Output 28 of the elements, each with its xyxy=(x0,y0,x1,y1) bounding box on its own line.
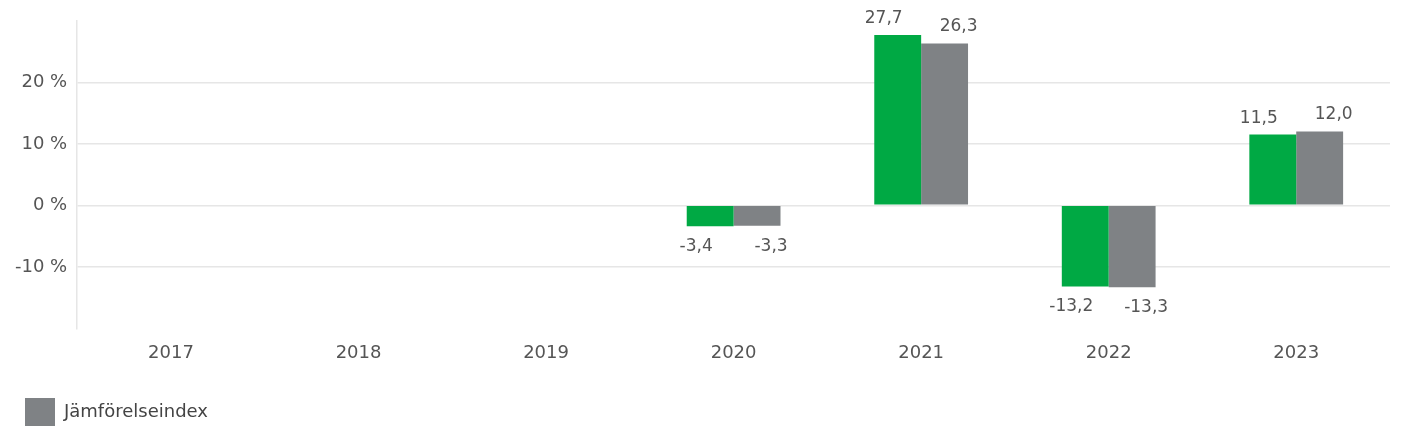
bar xyxy=(1296,131,1344,205)
x-tick-label: 2018 xyxy=(335,340,382,362)
data-label: 12,0 xyxy=(1314,103,1353,124)
y-tick-label: -10 % xyxy=(14,254,68,276)
bar xyxy=(733,206,781,226)
y-tick-label: 0 % xyxy=(32,193,68,215)
x-tick-label: 2021 xyxy=(898,340,945,362)
bar xyxy=(921,43,969,205)
bar xyxy=(1249,134,1297,205)
data-label: -13,2 xyxy=(1049,295,1094,316)
x-tick-label: 2020 xyxy=(710,340,757,362)
bar xyxy=(874,34,922,205)
legend-label: Jämförelseindex xyxy=(63,399,209,421)
x-tick-label: 2023 xyxy=(1273,340,1320,362)
data-label: -3,4 xyxy=(679,235,713,256)
bar xyxy=(1061,206,1109,287)
data-label: 26,3 xyxy=(939,15,978,36)
data-label: 11,5 xyxy=(1239,106,1278,127)
x-tick-label: 2019 xyxy=(523,340,569,362)
y-tick-label: 20 % xyxy=(21,69,68,91)
y-tick-label: 10 % xyxy=(21,131,68,153)
x-tick-label: 2017 xyxy=(148,340,194,362)
data-label: -3,3 xyxy=(754,234,788,255)
data-label: 27,7 xyxy=(864,6,903,27)
bar xyxy=(686,206,734,227)
x-tick-label: 2022 xyxy=(1085,340,1132,362)
data-label: -13,3 xyxy=(1124,296,1169,317)
bar xyxy=(1108,206,1156,288)
